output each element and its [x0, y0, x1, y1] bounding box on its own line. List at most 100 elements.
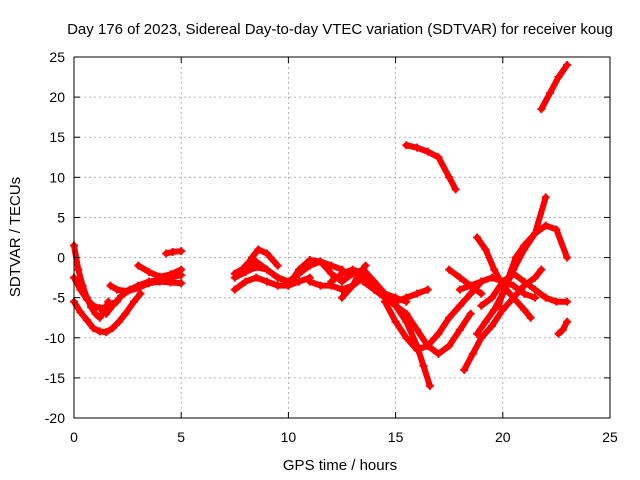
data-point-marker: [481, 317, 490, 326]
data-point-marker: [108, 324, 117, 333]
data-point-marker: [348, 281, 357, 290]
data-point-marker: [230, 285, 239, 294]
data-point-marker: [520, 241, 529, 250]
y-tick-label: 15: [49, 129, 65, 145]
data-point-marker: [112, 285, 121, 294]
data-point-marker: [552, 225, 561, 234]
data-point-marker: [102, 309, 111, 318]
series-trace: [339, 262, 369, 301]
y-tick-label: -20: [45, 410, 65, 426]
data-point-marker: [402, 309, 411, 318]
data-point-marker: [327, 269, 336, 278]
data-point-marker: [488, 293, 497, 302]
data-point-marker: [445, 265, 454, 274]
y-tick-label: 20: [49, 89, 65, 105]
data-point-marker: [552, 297, 561, 306]
data-point-marker: [338, 285, 346, 294]
data-point-marker: [413, 325, 422, 334]
series-trace: [360, 278, 433, 389]
data-point-marker: [130, 297, 139, 306]
data-point-marker: [488, 273, 497, 282]
chart-title: Day 176 of 2023, Sidereal Day-to-day VTE…: [67, 21, 613, 38]
series-arc-19: [402, 141, 460, 194]
data-point-marker: [425, 381, 434, 390]
series-arc-5: [106, 277, 186, 296]
data-point-marker: [477, 277, 486, 286]
data-point-marker: [89, 301, 98, 310]
data-point-marker: [338, 277, 346, 286]
data-point-marker: [434, 349, 443, 358]
data-point-marker: [76, 285, 85, 294]
x-tick-label: 5: [177, 429, 185, 445]
data-point-marker: [327, 261, 336, 270]
data-point-marker: [370, 285, 379, 294]
data-point-marker: [530, 229, 539, 238]
data-point-marker: [359, 277, 368, 286]
data-point-marker: [262, 249, 271, 258]
data-point-marker: [252, 257, 261, 266]
data-point-marker: [295, 265, 304, 274]
data-point-marker: [477, 289, 486, 298]
data-point-marker: [494, 301, 503, 310]
data-point-marker: [455, 325, 464, 334]
data-point-marker: [490, 305, 499, 314]
series-trace: [538, 62, 571, 113]
data-point-marker: [117, 292, 126, 301]
data-point-marker: [380, 297, 389, 306]
data-point-marker: [284, 281, 293, 290]
data-point-marker: [355, 269, 364, 278]
data-point-marker: [177, 265, 186, 274]
y-tick-label: -15: [45, 370, 65, 386]
data-point-marker: [434, 329, 443, 338]
data-point-marker: [295, 277, 304, 286]
data-point-marker: [82, 295, 91, 304]
data-point-marker: [106, 281, 115, 290]
data-point-marker: [91, 309, 100, 318]
data-point-marker: [338, 293, 346, 302]
data-point-marker: [498, 305, 507, 314]
data-point-marker: [166, 270, 175, 279]
data-point-marker: [488, 321, 497, 330]
data-point-marker: [481, 245, 490, 254]
x-tick-label: 20: [495, 429, 511, 445]
data-point-marker: [338, 269, 346, 278]
data-point-marker: [177, 279, 186, 288]
data-point-marker: [95, 313, 104, 322]
y-tick-label: 25: [49, 49, 65, 65]
y-axis-ticks: -20 -15 -10 -5 0 5 10 15 20 25: [45, 49, 610, 426]
data-point-marker: [477, 333, 486, 342]
data-point-marker: [445, 173, 454, 182]
data-point-marker: [327, 277, 336, 286]
data-point-marker: [136, 289, 145, 298]
data-point-marker: [123, 287, 132, 296]
series-arc-15: [338, 261, 370, 302]
data-point-marker: [166, 278, 175, 287]
y-tick-label: -10: [45, 330, 65, 346]
data-point-marker: [391, 293, 400, 302]
data-point-marker: [563, 61, 572, 70]
series-arc-6: [134, 261, 186, 281]
data-point-marker: [423, 341, 432, 350]
series-arc-7: [162, 247, 186, 258]
series-arc-18: [391, 301, 475, 358]
plot-frame: [73, 56, 611, 419]
data-point-marker: [563, 317, 572, 326]
data-point-marker: [177, 247, 186, 256]
data-point-marker: [520, 305, 529, 314]
data-point-marker: [526, 313, 535, 322]
data-point-marker: [305, 255, 314, 264]
data-point-marker: [541, 293, 550, 302]
data-point-marker: [305, 277, 314, 286]
data-point-marker: [541, 193, 550, 202]
series-trace: [381, 278, 485, 353]
data-point-marker: [102, 328, 111, 337]
data-point-marker: [455, 273, 464, 282]
data-point-marker: [413, 289, 422, 298]
series-arc-26: [494, 221, 572, 310]
data-point-marker: [466, 289, 475, 298]
data-point-marker: [503, 277, 512, 286]
data-point-marker: [541, 221, 550, 230]
x-tick-label: 10: [281, 429, 297, 445]
data-point-marker: [262, 277, 271, 286]
